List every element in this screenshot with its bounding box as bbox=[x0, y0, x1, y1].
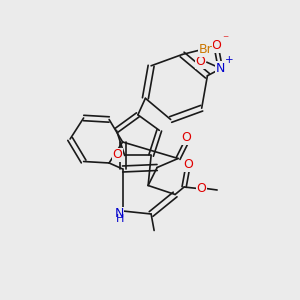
Text: Br: Br bbox=[199, 43, 212, 56]
Text: O: O bbox=[196, 182, 206, 195]
Text: O: O bbox=[211, 39, 221, 52]
Text: O: O bbox=[112, 148, 122, 161]
Text: N: N bbox=[114, 208, 124, 220]
Text: +: + bbox=[225, 55, 234, 65]
Text: O: O bbox=[183, 158, 193, 171]
Text: N: N bbox=[216, 62, 225, 75]
Text: ⁻: ⁻ bbox=[222, 33, 228, 46]
Text: O: O bbox=[195, 55, 205, 68]
Text: O: O bbox=[181, 131, 191, 144]
Text: H: H bbox=[116, 214, 124, 224]
